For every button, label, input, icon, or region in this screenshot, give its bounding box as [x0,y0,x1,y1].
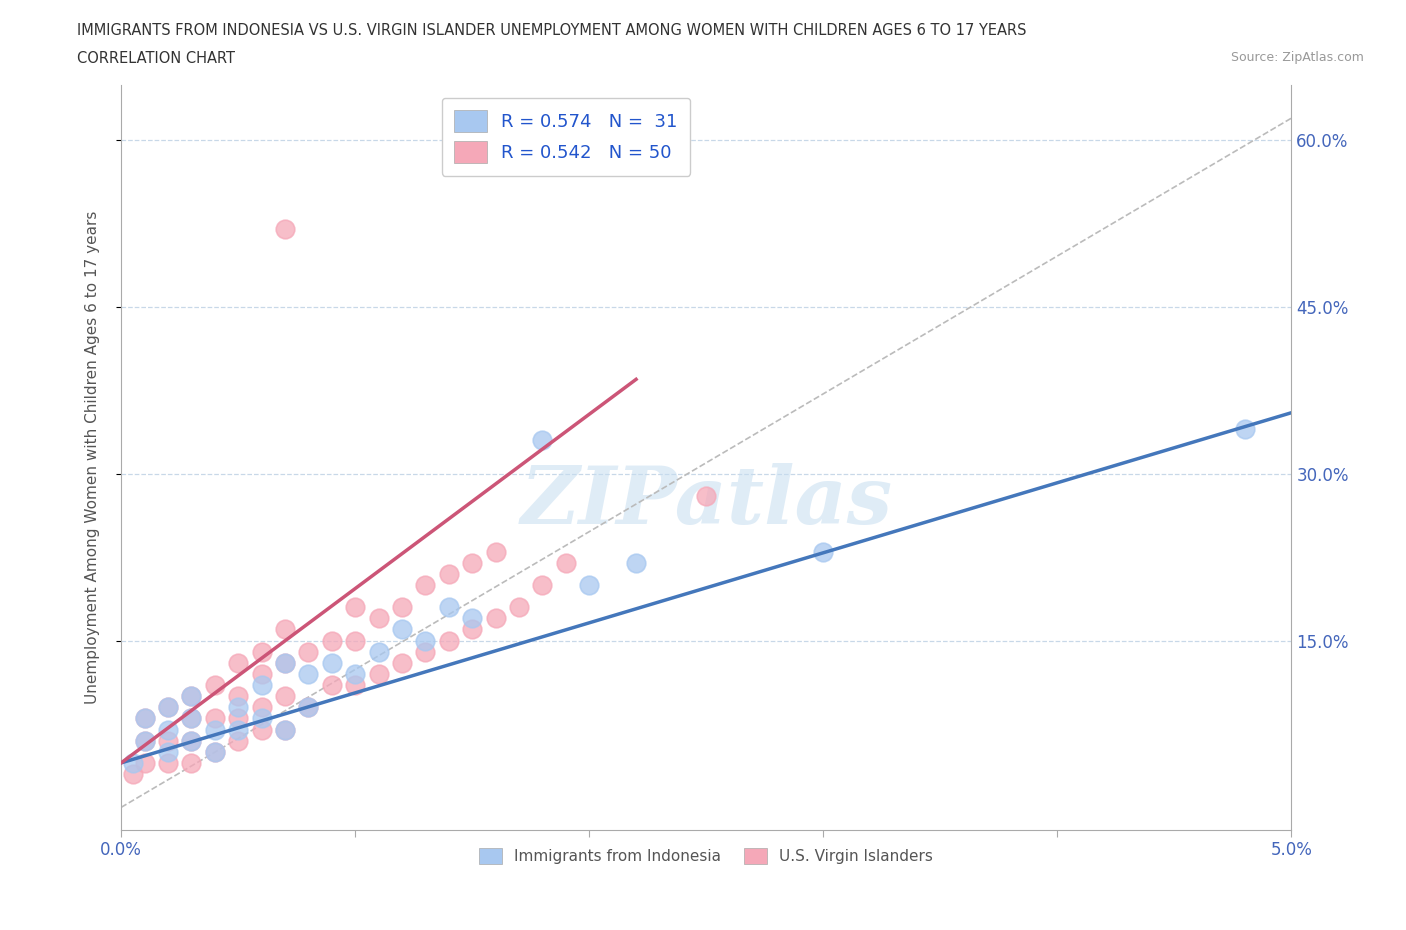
Point [531,433,554,448]
Point [180,711,202,725]
Point [226,689,249,704]
Point [250,711,273,725]
Point [274,656,297,671]
Point [274,722,297,737]
Point [134,755,156,770]
Point [204,744,226,759]
Point [156,755,179,770]
Point [554,555,576,570]
Point [134,711,156,725]
Y-axis label: Unemployment Among Women with Children Ages 6 to 17 years: Unemployment Among Women with Children A… [86,210,100,704]
Point [134,733,156,748]
Text: CORRELATION CHART: CORRELATION CHART [77,51,235,66]
Point [180,711,202,725]
Point [180,755,202,770]
Point [121,755,143,770]
Point [461,622,484,637]
Point [274,222,297,237]
Point [204,744,226,759]
Legend: Immigrants from Indonesia, U.S. Virgin Islanders: Immigrants from Indonesia, U.S. Virgin I… [474,843,939,870]
Text: IMMIGRANTS FROM INDONESIA VS U.S. VIRGIN ISLANDER UNEMPLOYMENT AMONG WOMEN WITH : IMMIGRANTS FROM INDONESIA VS U.S. VIRGIN… [77,23,1026,38]
Point [156,744,179,759]
Point [437,600,460,615]
Point [156,700,179,715]
Point [437,633,460,648]
Point [531,578,554,592]
Point [508,600,530,615]
Point [297,667,319,682]
Point [156,722,179,737]
Point [156,700,179,715]
Point [367,611,389,626]
Point [391,656,413,671]
Point [1233,422,1256,437]
Point [344,678,367,693]
Point [297,700,319,715]
Point [321,678,343,693]
Point [391,600,413,615]
Point [204,722,226,737]
Point [250,678,273,693]
Point [485,544,508,559]
Point [226,700,249,715]
Point [274,722,297,737]
Point [461,555,484,570]
Point [134,711,156,725]
Point [226,711,249,725]
Point [695,488,717,503]
Point [204,678,226,693]
Point [226,722,249,737]
Point [274,689,297,704]
Point [415,578,437,592]
Point [274,656,297,671]
Point [415,633,437,648]
Point [204,711,226,725]
Point [344,633,367,648]
Point [485,611,508,626]
Text: ZIPatlas: ZIPatlas [520,463,893,540]
Point [134,733,156,748]
Point [344,600,367,615]
Point [367,667,389,682]
Point [121,766,143,781]
Point [226,733,249,748]
Point [156,733,179,748]
Point [461,611,484,626]
Point [250,722,273,737]
Point [180,733,202,748]
Point [321,633,343,648]
Point [250,700,273,715]
Point [391,622,413,637]
Point [250,644,273,659]
Point [274,622,297,637]
Point [297,644,319,659]
Point [180,689,202,704]
Point [813,544,835,559]
Point [344,667,367,682]
Point [180,733,202,748]
Point [321,656,343,671]
Point [297,700,319,715]
Text: Source: ZipAtlas.com: Source: ZipAtlas.com [1230,51,1364,64]
Point [578,578,600,592]
Point [367,644,389,659]
Point [624,555,647,570]
Point [226,656,249,671]
Point [437,566,460,581]
Point [250,667,273,682]
Point [415,644,437,659]
Point [180,689,202,704]
